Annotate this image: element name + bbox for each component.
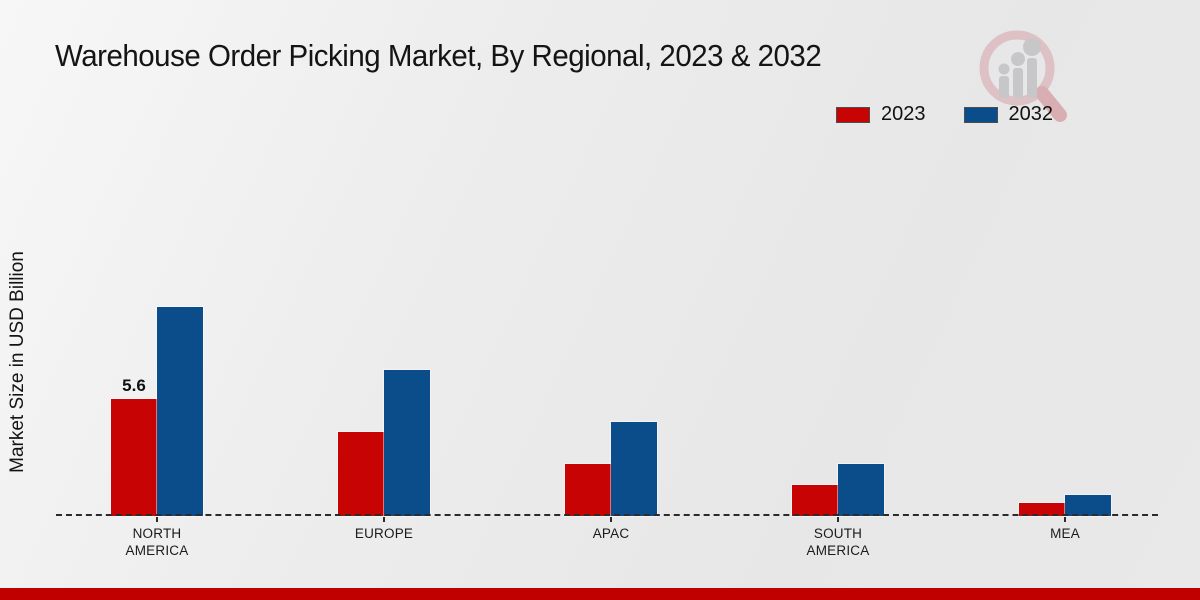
axis-tick-south-america [837, 517, 839, 522]
axis-tick-north-america [156, 517, 158, 522]
legend-swatch-2032 [963, 106, 998, 123]
x-axis-baseline [56, 514, 1158, 516]
bar-2023-apac [565, 464, 611, 516]
axis-tick-europe [383, 517, 385, 522]
bar-2032-mea [1065, 495, 1111, 516]
bar-value-label-2023-north-america: 5.6 [122, 376, 146, 395]
category-label-apac: APAC [592, 526, 630, 541]
bar-2032-north-america [157, 307, 203, 516]
bar-chart-magnifier-watermark-icon [979, 30, 1067, 122]
legend-item-2023: 2023 [836, 103, 926, 126]
axis-tick-mea [1064, 517, 1066, 522]
category-label-mea: MEA [1050, 526, 1080, 541]
bar-2032-europe [384, 370, 430, 516]
bar-2023-north-america [111, 399, 157, 516]
category-label-south-america: SOUTH AMERICA [806, 526, 870, 558]
bar-2023-mea [1019, 503, 1065, 516]
bar-2032-apac [611, 422, 657, 516]
chart-title: Warehouse Order Picking Market, By Regio… [55, 38, 822, 73]
legend-swatch-2023 [836, 106, 870, 123]
bar-2023-europe [338, 432, 384, 516]
legend: 2023 2032 [836, 103, 1053, 126]
bar-2023-south-america [792, 485, 838, 516]
legend-label-2023: 2023 [881, 103, 926, 125]
category-label-europe: EUROPE [354, 526, 414, 541]
axis-tick-apac [610, 517, 612, 522]
footer-accent-bar [0, 588, 1200, 600]
bar-2032-south-america [838, 464, 884, 516]
category-label-north-america: NORTH AMERICA [125, 526, 189, 558]
legend-item-2032: 2032 [963, 103, 1054, 126]
legend-label-2032: 2032 [1008, 103, 1054, 125]
